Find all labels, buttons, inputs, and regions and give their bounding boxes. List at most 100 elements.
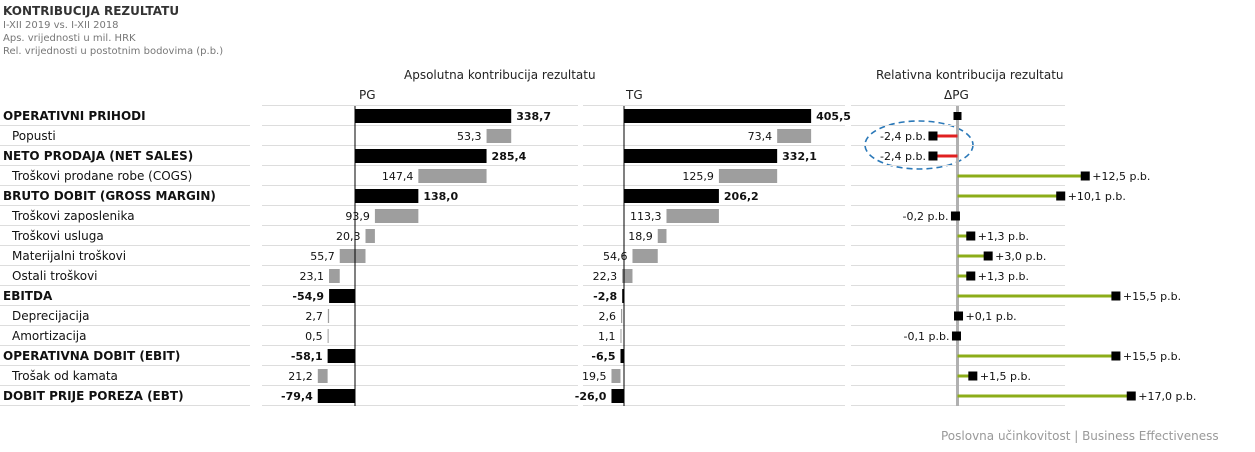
- delta-marker-dobit-prije-poreza-ebt: [1126, 391, 1136, 401]
- pg-bar-ebitda: [329, 289, 355, 303]
- tg-bar-amortizacija: [620, 329, 622, 343]
- absolute-unit-note: Aps. vrijednosti u mil. HRK: [3, 33, 136, 44]
- delta-marker-operativna-dobit-ebit: [1111, 351, 1121, 361]
- row-label-bruto-dobit-gross-margin: BRUTO DOBIT (GROSS MARGIN): [3, 189, 216, 203]
- delta-label-materijalni-tro-kovi: +3,0 p.b.: [995, 250, 1046, 263]
- tg-bar-materijalni-tro-kovi: [632, 249, 658, 263]
- tg-value-neto-prodaja-net-sales: 332,1: [782, 150, 817, 163]
- pg-value-popusti: 53,3: [457, 130, 482, 143]
- delta-marker-tro-ak-od-kamata: [968, 371, 978, 381]
- pg-value-dobit-prije-poreza-ebt: -79,4: [281, 390, 313, 403]
- row-label-dobit-prije-poreza-ebt: DOBIT PRIJE POREZA (EBT): [3, 389, 184, 403]
- delta-label-tro-ak-od-kamata: +1,5 p.b.: [980, 370, 1031, 383]
- pg-bar-amortizacija: [327, 329, 329, 343]
- delta-label-bruto-dobit-gross-margin: +10,1 p.b.: [1068, 190, 1126, 203]
- tg-value-operativna-dobit-ebit: -6,5: [591, 350, 615, 363]
- tg-value-materijalni-tro-kovi: 54,6: [603, 250, 628, 263]
- row-label-popusti: Popusti: [12, 129, 56, 143]
- delta-label-neto-prodaja-net-sales: -2,4 p.b.: [880, 150, 926, 163]
- row-label-operativni-prihodi: OPERATIVNI PRIHODI: [3, 109, 146, 123]
- delta-label-ebitda: +15,5 p.b.: [1123, 290, 1181, 303]
- tg-value-ebitda: -2,8: [593, 290, 617, 303]
- tg-value-amortizacija: 1,1: [598, 330, 616, 343]
- delta-marker-operativni-prihodi: [953, 112, 962, 120]
- delta-label-operativna-dobit-ebit: +15,5 p.b.: [1123, 350, 1181, 363]
- tg-bar-tro-kovi-usluga: [657, 229, 667, 243]
- pg-bar-popusti: [486, 129, 512, 143]
- pg-value-tro-kovi-prodane-robe-cogs: 147,4: [382, 170, 414, 183]
- pg-value-operativna-dobit-ebit: -58,1: [291, 350, 323, 363]
- pg-value-operativni-prihodi: 338,7: [516, 110, 551, 123]
- delta-marker-deprecijacija: [954, 311, 964, 321]
- tg-bar-operativni-prihodi: [623, 109, 812, 123]
- absolute-panel-title: Apsolutna kontribucija rezultatu: [404, 68, 596, 82]
- tg-value-tro-kovi-prodane-robe-cogs: 125,9: [682, 170, 714, 183]
- delta-marker-ebitda: [1111, 291, 1121, 301]
- row-label-tro-kovi-zaposlenika: Troškovi zaposlenika: [11, 209, 135, 223]
- delta-marker-popusti: [928, 131, 938, 141]
- delta-label-amortizacija: -0,1 p.b.: [904, 330, 950, 343]
- row-label-tro-ak-od-kamata: Trošak od kamata: [11, 369, 118, 383]
- tg-bar-operativna-dobit-ebit: [620, 349, 624, 363]
- pg-bar-operativna-dobit-ebit: [327, 349, 355, 363]
- tg-value-deprecijacija: 2,6: [599, 310, 617, 323]
- delta-marker-bruto-dobit-gross-margin: [1056, 191, 1066, 201]
- pg-bar-bruto-dobit-gross-margin: [354, 189, 419, 203]
- pg-bar-dobit-prije-poreza-ebt: [317, 389, 355, 403]
- tg-bar-bruto-dobit-gross-margin: [623, 189, 719, 203]
- delta-column-label: ΔPG: [944, 88, 969, 102]
- pg-value-ostali-tro-kovi: 23,1: [300, 270, 325, 283]
- delta-label-popusti: -2,4 p.b.: [880, 130, 926, 143]
- pg-value-ebitda: -54,9: [292, 290, 324, 303]
- delta-label-dobit-prije-poreza-ebt: +17,0 p.b.: [1138, 390, 1196, 403]
- row-label-materijalni-tro-kovi: Materijalni troškovi: [12, 249, 126, 263]
- pg-value-amortizacija: 0,5: [305, 330, 323, 343]
- delta-label-deprecijacija: +0,1 p.b.: [966, 310, 1017, 323]
- delta-label-ostali-tro-kovi: +1,3 p.b.: [978, 270, 1029, 283]
- tg-value-dobit-prije-poreza-ebt: -26,0: [575, 390, 607, 403]
- tg-column-label: TG: [626, 88, 643, 102]
- tg-value-tro-kovi-zaposlenika: 113,3: [630, 210, 662, 223]
- tg-bar-neto-prodaja-net-sales: [623, 149, 778, 163]
- pg-bar-tro-kovi-zaposlenika: [374, 209, 419, 223]
- tg-bar-ebitda: [622, 289, 624, 303]
- tg-bar-ostali-tro-kovi: [622, 269, 633, 283]
- row-label-tro-kovi-prodane-robe-cogs: Troškovi prodane robe (COGS): [11, 169, 192, 183]
- delta-marker-tro-kovi-prodane-robe-cogs: [1080, 171, 1090, 181]
- pg-value-tro-kovi-zaposlenika: 93,9: [345, 210, 370, 223]
- delta-marker-neto-prodaja-net-sales: [928, 151, 938, 161]
- pg-bar-tro-ak-od-kamata: [317, 369, 328, 383]
- tg-value-tro-kovi-usluga: 18,9: [628, 230, 653, 243]
- pg-column-label: PG: [359, 88, 376, 102]
- row-label-operativna-dobit-ebit: OPERATIVNA DOBIT (EBIT): [3, 349, 180, 363]
- pg-value-neto-prodaja-net-sales: 285,4: [492, 150, 527, 163]
- delta-label-tro-kovi-zaposlenika: -0,2 p.b.: [903, 210, 949, 223]
- pg-bar-tro-kovi-usluga: [365, 229, 375, 243]
- tg-bar-dobit-prije-poreza-ebt: [611, 389, 624, 403]
- report-period: I-XII 2019 vs. I-XII 2018: [3, 20, 119, 31]
- pg-value-materijalni-tro-kovi: 55,7: [310, 250, 335, 263]
- tg-bar-tro-kovi-zaposlenika: [666, 209, 719, 223]
- row-label-ebitda: EBITDA: [3, 289, 53, 303]
- tg-bar-popusti: [777, 129, 812, 143]
- row-label-neto-prodaja-net-sales: NETO PRODAJA (NET SALES): [3, 149, 193, 163]
- relative-panel-title: Relativna kontribucija rezultatu: [876, 68, 1064, 82]
- tg-value-tro-ak-od-kamata: 19,5: [582, 370, 607, 383]
- pg-value-deprecijacija: 2,7: [305, 310, 323, 323]
- pg-bar-tro-kovi-prodane-robe-cogs: [418, 169, 487, 183]
- pg-value-tro-ak-od-kamata: 21,2: [288, 370, 313, 383]
- tg-bar-deprecijacija: [621, 309, 623, 323]
- report-title: KONTRIBUCIJA REZULTATU: [3, 4, 180, 18]
- delta-label-tro-kovi-usluga: +1,3 p.b.: [978, 230, 1029, 243]
- pg-bar-deprecijacija: [327, 309, 330, 323]
- pg-bar-ostali-tro-kovi: [329, 269, 340, 283]
- tg-value-operativni-prihodi: 405,5: [816, 110, 851, 123]
- footer-caption: Poslovna učinkovitost | Business Effecti…: [941, 429, 1219, 443]
- relative-unit-note: Rel. vrijednosti u postotnim bodovima (p…: [3, 46, 224, 57]
- tg-value-bruto-dobit-gross-margin: 206,2: [724, 190, 759, 203]
- tg-bar-tro-ak-od-kamata: [611, 369, 621, 383]
- pg-bar-operativni-prihodi: [354, 109, 512, 123]
- pg-value-tro-kovi-usluga: 20,3: [336, 230, 361, 243]
- pg-bar-neto-prodaja-net-sales: [354, 149, 487, 163]
